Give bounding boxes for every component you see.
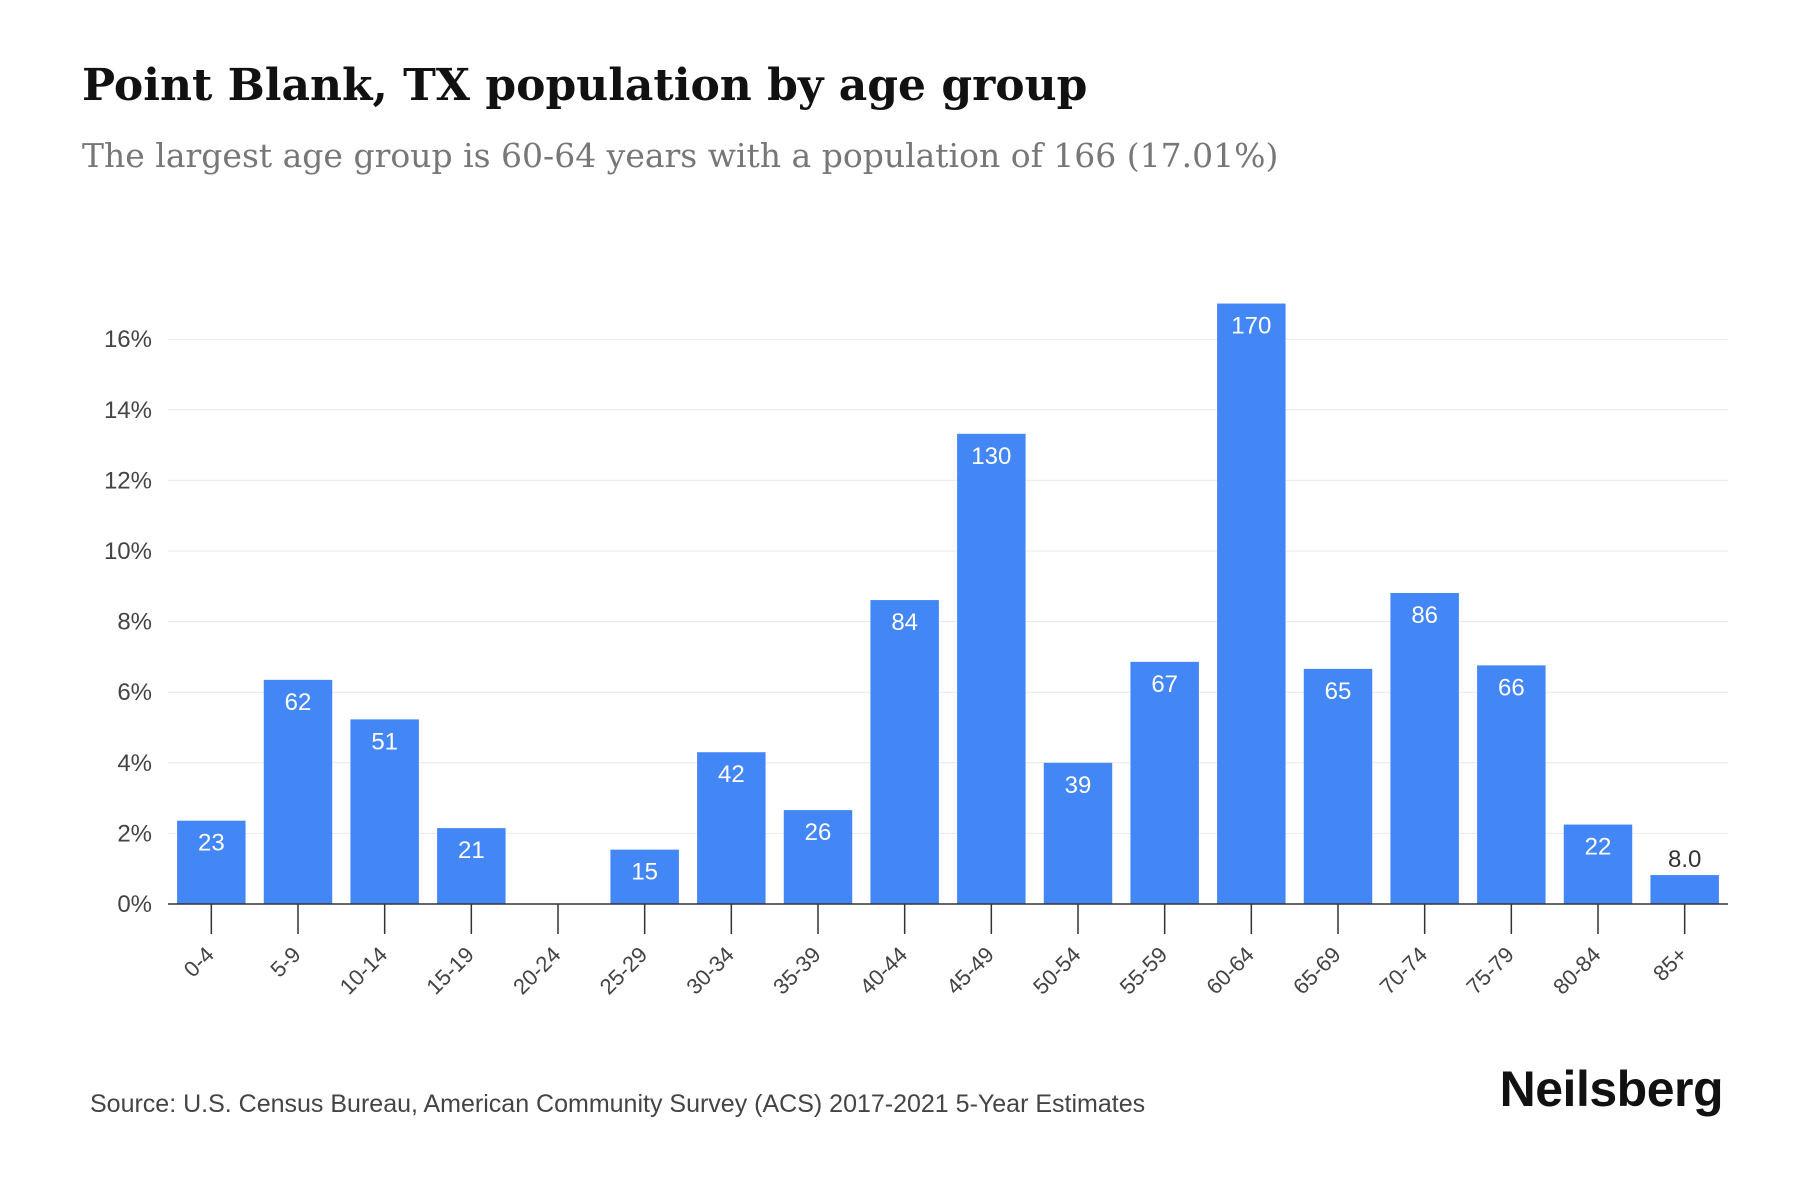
y-tick-label: 0% [117, 891, 152, 918]
y-axis-ticks: 0% 2% 4% 6% 8% 10% 12% 14% 16% [104, 326, 152, 918]
x-tick-label: 10-14 [335, 942, 392, 999]
bar-35-39 [783, 810, 853, 904]
x-tick-label: 20-24 [508, 942, 565, 999]
x-tick-label: 30-34 [681, 942, 738, 999]
y-tick-label: 2% [117, 820, 152, 847]
bar-data-label: 15 [631, 859, 658, 886]
bar-80-84 [1563, 824, 1633, 904]
x-axis-ticks: 0-4 5-9 10-14 15-19 20-24 25-29 30-34 35-39 40-4… [179, 904, 1692, 999]
bar-0-4 [177, 820, 246, 904]
bar-70-74 [1390, 593, 1459, 904]
y-tick-label: 16% [104, 326, 152, 353]
y-tick-label: 4% [117, 750, 152, 777]
x-tick-label: 45-49 [941, 942, 998, 999]
bar-75-79 [1477, 665, 1546, 904]
x-tick-label: 70-74 [1375, 942, 1432, 999]
bar-data-label: 130 [971, 443, 1011, 470]
bar-data-label: 66 [1498, 674, 1525, 701]
x-tick-label: 15-19 [421, 942, 478, 999]
bar-data-label: 51 [371, 728, 398, 755]
chart-subtitle: The largest age group is 60-64 years wit… [82, 136, 1279, 175]
bar-10-14 [350, 719, 419, 904]
bar-65-69 [1303, 668, 1373, 904]
bar-25-29 [610, 849, 679, 904]
bar-data-label: 26 [805, 819, 832, 846]
x-tick-label: 5-9 [265, 942, 305, 982]
x-tick-label: 40-44 [855, 942, 912, 999]
x-tick-label: 80-84 [1548, 942, 1605, 999]
brand-logo: Neilsberg [1499, 1061, 1724, 1117]
bar-data-label: 170 [1231, 313, 1271, 340]
bar-data-label: 23 [198, 830, 225, 857]
bar-50-54 [1043, 762, 1113, 904]
y-tick-label: 10% [104, 538, 152, 565]
chart-title: Point Blank, TX population by age group [82, 60, 1088, 111]
x-tick-label: 85+ [1648, 942, 1692, 986]
bar-data-label: 8.0 [1668, 846, 1701, 873]
gridlines [168, 338, 1728, 834]
y-tick-label: 12% [104, 467, 152, 494]
bar-45-49 [957, 433, 1026, 904]
bar-15-19 [437, 828, 506, 904]
bar-data-label: 42 [718, 761, 745, 788]
bar-data-label: 62 [285, 689, 312, 716]
x-tick-label: 50-54 [1028, 942, 1085, 999]
y-tick-label: 6% [117, 679, 152, 706]
bar-85+ [1650, 875, 1719, 904]
x-tick-label: 35-39 [768, 942, 825, 999]
x-tick-label: 0-4 [179, 942, 219, 982]
bar-data-label: 84 [891, 609, 918, 636]
bar-data-label: 67 [1151, 671, 1178, 698]
bar-chart: 0% 2% 4% 6% 8% 10% 12% 14% 16% 23 62 51 21 15 42 26 84 1… [104, 303, 1728, 999]
bar-5-9 [263, 679, 333, 904]
bar-data-label: 21 [458, 837, 485, 864]
source-note: Source: U.S. Census Bureau, American Com… [90, 1090, 1146, 1118]
bars: 23 62 51 21 15 42 26 84 130 39 67 170 65 86 66 22 8.0 [177, 303, 1719, 904]
bar-data-label: 22 [1585, 834, 1612, 861]
x-tick-label: 60-64 [1201, 942, 1258, 999]
x-tick-label: 25-29 [595, 942, 652, 999]
bar-30-34 [697, 752, 766, 904]
bar-55-59 [1130, 661, 1199, 904]
bar-60-64 [1217, 303, 1286, 904]
y-tick-label: 8% [117, 609, 152, 636]
x-tick-label: 65-69 [1288, 942, 1345, 999]
bar-40-44 [870, 600, 939, 904]
bar-data-label: 86 [1411, 602, 1438, 629]
y-tick-label: 14% [104, 397, 152, 424]
x-tick-label: 75-79 [1461, 942, 1518, 999]
bar-data-label: 39 [1065, 772, 1092, 799]
bar-data-label: 65 [1325, 678, 1352, 705]
x-tick-label: 55-59 [1115, 942, 1172, 999]
